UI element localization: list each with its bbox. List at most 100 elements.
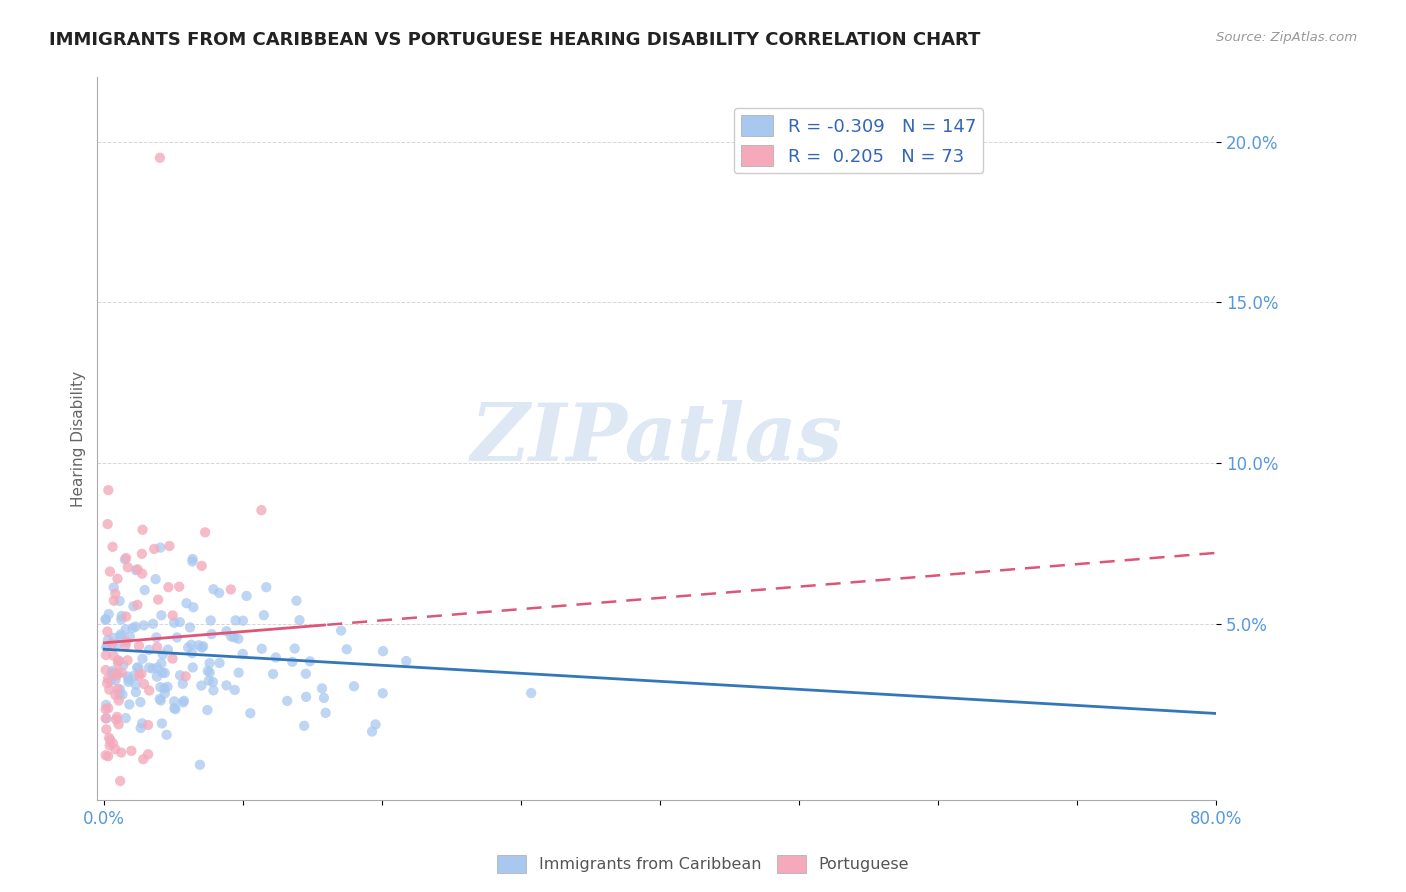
Point [127, 562, 149, 576]
Point [235, 589, 257, 603]
Point [174, 669, 197, 683]
Point [131, 666, 153, 681]
Point [100, 673, 122, 688]
Point [198, 656, 221, 670]
Point [200, 627, 222, 641]
Point [105, 713, 128, 727]
Point [94, 698, 117, 712]
Point [228, 665, 250, 680]
Point [94, 702, 117, 716]
Point [181, 554, 204, 568]
Point [97, 633, 120, 648]
Point [115, 634, 138, 648]
Point [150, 657, 173, 671]
Point [124, 620, 146, 634]
Point [395, 654, 418, 668]
Point [180, 638, 202, 652]
Point [172, 677, 194, 691]
Point [191, 639, 214, 653]
Point [166, 631, 188, 645]
Point [101, 666, 124, 681]
Point [292, 719, 315, 733]
Point [131, 566, 153, 581]
Point [142, 662, 165, 676]
Point [101, 637, 124, 651]
Point [190, 679, 212, 693]
Point [157, 539, 180, 553]
Point [114, 623, 136, 637]
Point [96, 723, 118, 737]
Point [191, 640, 214, 655]
Point [98, 565, 121, 579]
Point [208, 656, 231, 670]
Point [232, 647, 254, 661]
Point [224, 630, 246, 644]
Point [153, 666, 176, 681]
Text: Source: ZipAtlas.com: Source: ZipAtlas.com [1216, 31, 1357, 45]
Point [125, 685, 148, 699]
Point [146, 669, 169, 683]
Point [336, 642, 359, 657]
Point [96, 640, 118, 654]
Point [101, 665, 124, 680]
Point [172, 696, 194, 710]
Point [107, 654, 129, 668]
Text: ZIPatlas: ZIPatlas [471, 401, 842, 477]
Point [122, 668, 145, 682]
Point [281, 655, 304, 669]
Point [94, 648, 117, 662]
Point [98, 739, 121, 753]
Point [128, 669, 150, 683]
Point [103, 593, 125, 607]
Point [132, 677, 155, 691]
Point [104, 742, 127, 756]
Point [115, 551, 138, 566]
Point [250, 503, 273, 517]
Point [98, 731, 121, 745]
Point [155, 728, 177, 742]
Point [156, 642, 179, 657]
Point [520, 686, 543, 700]
Point [157, 580, 180, 594]
Point [138, 660, 160, 674]
Point [228, 632, 250, 646]
Point [146, 640, 169, 654]
Point [371, 644, 394, 658]
Point [136, 747, 159, 762]
Point [111, 688, 134, 702]
Point [107, 572, 129, 586]
Point [215, 624, 238, 639]
Point [142, 616, 165, 631]
Point [107, 717, 129, 731]
Text: IMMIGRANTS FROM CARIBBEAN VS PORTUGUESE HEARING DISABILITY CORRELATION CHART: IMMIGRANTS FROM CARIBBEAN VS PORTUGUESE … [49, 31, 980, 49]
Point [181, 646, 204, 660]
Point [176, 596, 198, 610]
Point [97, 517, 120, 532]
Point [98, 682, 121, 697]
Point [163, 701, 186, 715]
Point [253, 608, 276, 623]
Point [104, 673, 127, 687]
Point [134, 583, 156, 598]
Point [194, 525, 217, 540]
Point [103, 648, 125, 663]
Point [97, 701, 120, 715]
Point [111, 609, 134, 624]
Point [105, 710, 128, 724]
Point [128, 639, 150, 653]
Point [343, 679, 366, 693]
Point [219, 582, 242, 597]
Point [127, 660, 149, 674]
Point [129, 695, 152, 709]
Point [330, 624, 353, 638]
Point [285, 593, 308, 607]
Point [101, 540, 124, 554]
Point [129, 721, 152, 735]
Point [131, 652, 153, 666]
Point [156, 680, 179, 694]
Point [122, 621, 145, 635]
Point [187, 638, 209, 652]
Point [132, 618, 155, 632]
Point [112, 658, 135, 673]
Point [97, 607, 120, 621]
